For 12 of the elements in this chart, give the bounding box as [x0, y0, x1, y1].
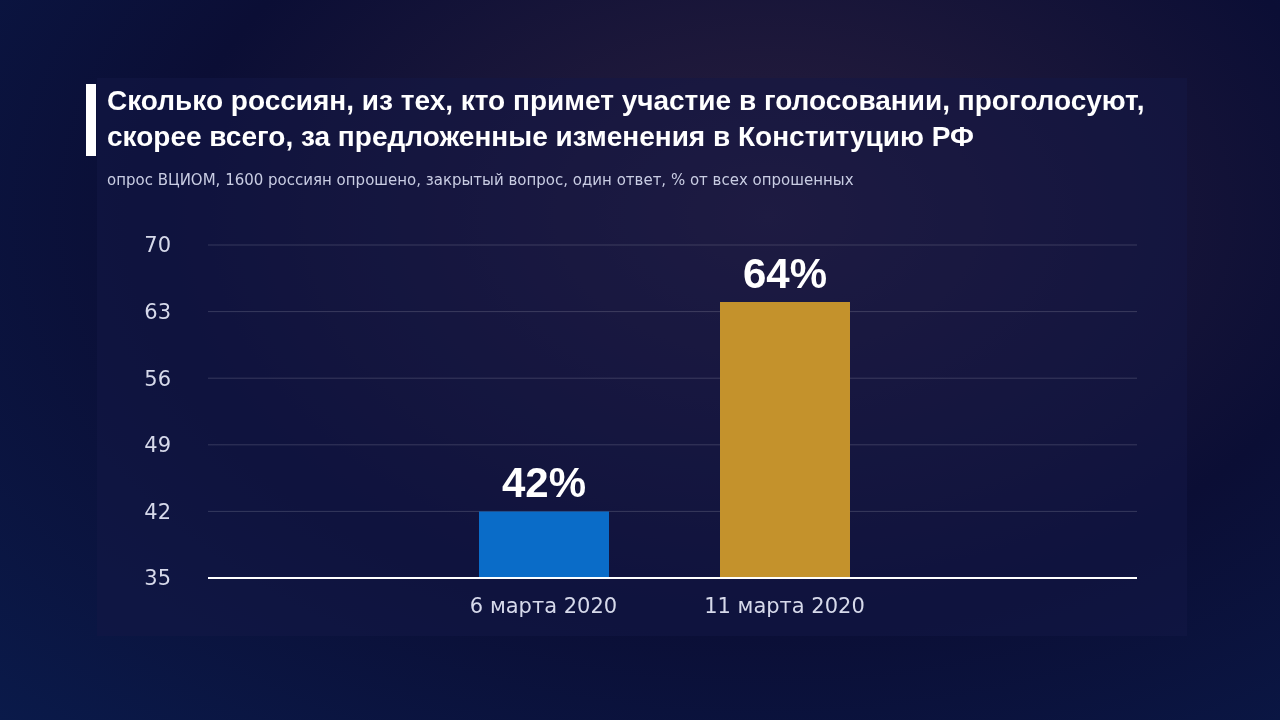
y-tick-label: 70 — [144, 233, 171, 258]
data-label: 42% — [501, 459, 587, 507]
data-label: 64% — [742, 250, 828, 298]
y-tick-label: 35 — [144, 566, 171, 591]
x-tick-label: 6 марта 2020 — [469, 593, 618, 618]
y-tick-label: 49 — [144, 433, 171, 458]
chart-title: Сколько россиян, из тех, кто примет участие в голосовании, проголосуют, скорее всего, за предложенные изменения в Конституцию РФ — [107, 84, 1146, 154]
y-tick-label: 56 — [144, 366, 171, 391]
x-tick-label: 11 марта 2020 — [704, 593, 865, 618]
y-tick-label: 42 — [144, 499, 171, 524]
chart-subtitle: опрос ВЦИОМ, 1600 россиян опрошено, закрытый вопрос, один ответ, % от всех опрошенных — [107, 170, 855, 190]
y-tick-label: 63 — [144, 300, 171, 325]
